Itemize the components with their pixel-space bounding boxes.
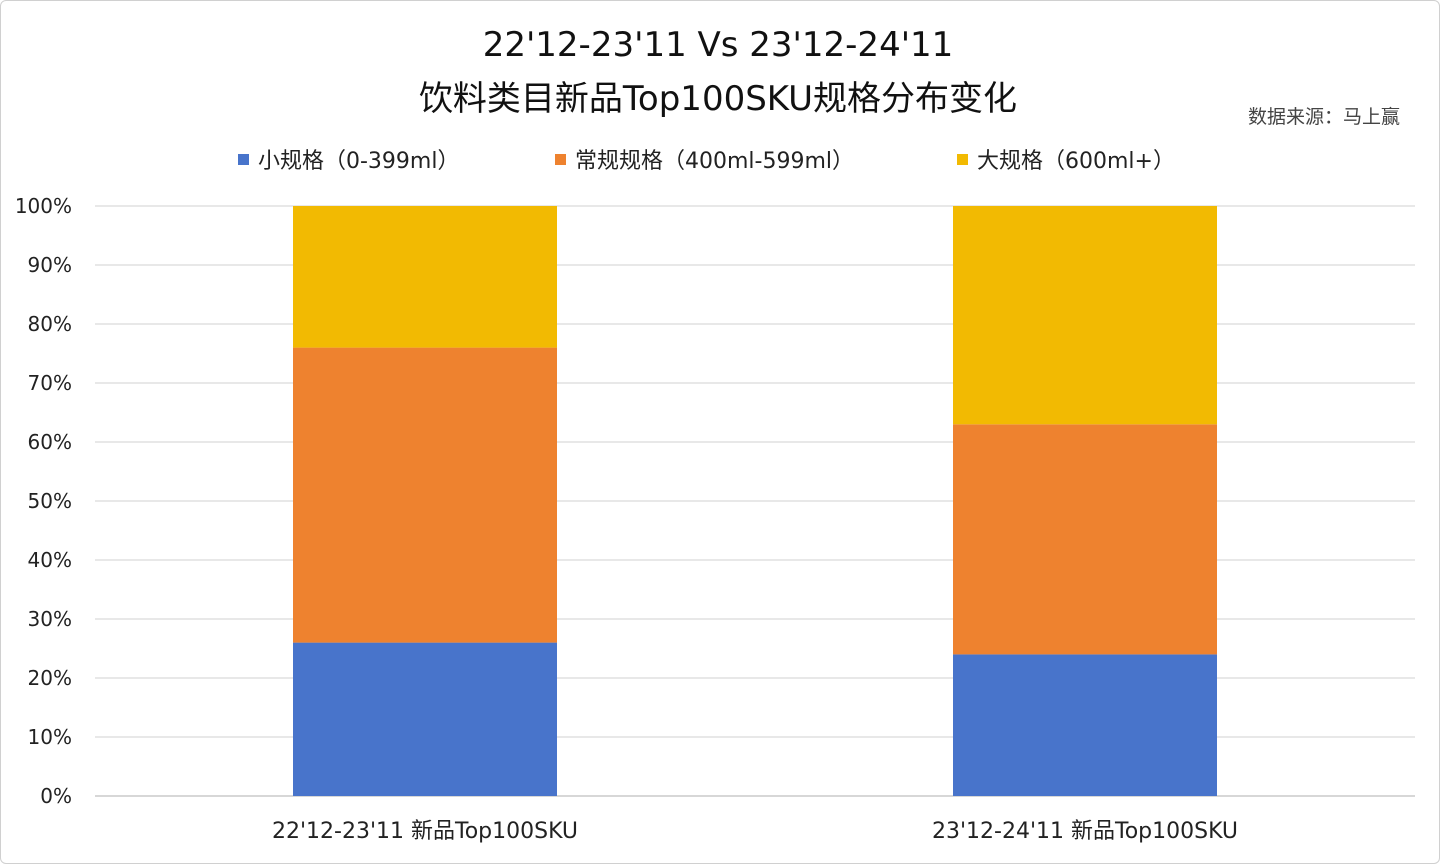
bar-segment <box>293 347 557 643</box>
bars <box>293 206 1217 796</box>
legend-label: 常规规格（400ml-599ml） <box>575 149 854 174</box>
legend-label: 小规格（0-399ml） <box>258 149 459 174</box>
y-tick-label: 50% <box>28 489 72 513</box>
x-tick-label: 23'12-24'11 新品Top100SKU <box>932 819 1238 844</box>
y-tick-label: 80% <box>28 312 72 336</box>
bar-segment <box>953 206 1217 425</box>
y-tick-label: 90% <box>28 253 72 277</box>
y-tick-label: 20% <box>28 666 72 690</box>
bar-segment <box>953 424 1217 655</box>
legend-swatch <box>555 154 566 165</box>
y-tick-label: 70% <box>28 371 72 395</box>
data-source: 数据来源：马上赢 <box>1248 106 1400 128</box>
legend-label: 大规格（600ml+） <box>977 149 1175 174</box>
legend-swatch <box>957 154 968 165</box>
bar-segment <box>953 654 1217 796</box>
y-tick-label: 10% <box>28 725 72 749</box>
y-tick-label: 0% <box>40 784 72 808</box>
legend-swatch <box>238 154 249 165</box>
y-tick-label: 100% <box>15 194 72 218</box>
bar-segment <box>293 206 557 348</box>
x-tick-label: 22'12-23'11 新品Top100SKU <box>272 819 578 844</box>
bar-segment <box>293 642 557 796</box>
chart-subtitle: 饮料类目新品Top100SKU规格分布变化 <box>419 79 1017 119</box>
y-tick-label: 30% <box>28 607 72 631</box>
chart-title: 22'12-23'11 Vs 23'12-24'11 <box>483 25 954 65</box>
legend: 小规格（0-399ml） 常规规格（400ml-599ml） 大规格（600ml+） <box>238 149 1175 174</box>
y-tick-label: 40% <box>28 548 72 572</box>
y-tick-label: 60% <box>28 430 72 454</box>
axes: 0% 10% 20% 30% 40% 50% 60% 70% 80% 90% 100% 22'12-2… <box>15 194 1238 844</box>
